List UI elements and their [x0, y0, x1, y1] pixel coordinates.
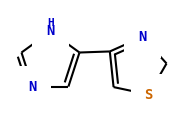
- Text: N: N: [46, 24, 55, 38]
- Text: N: N: [28, 80, 37, 94]
- Text: S: S: [144, 87, 153, 102]
- Text: H: H: [47, 18, 54, 28]
- Text: N: N: [138, 30, 147, 44]
